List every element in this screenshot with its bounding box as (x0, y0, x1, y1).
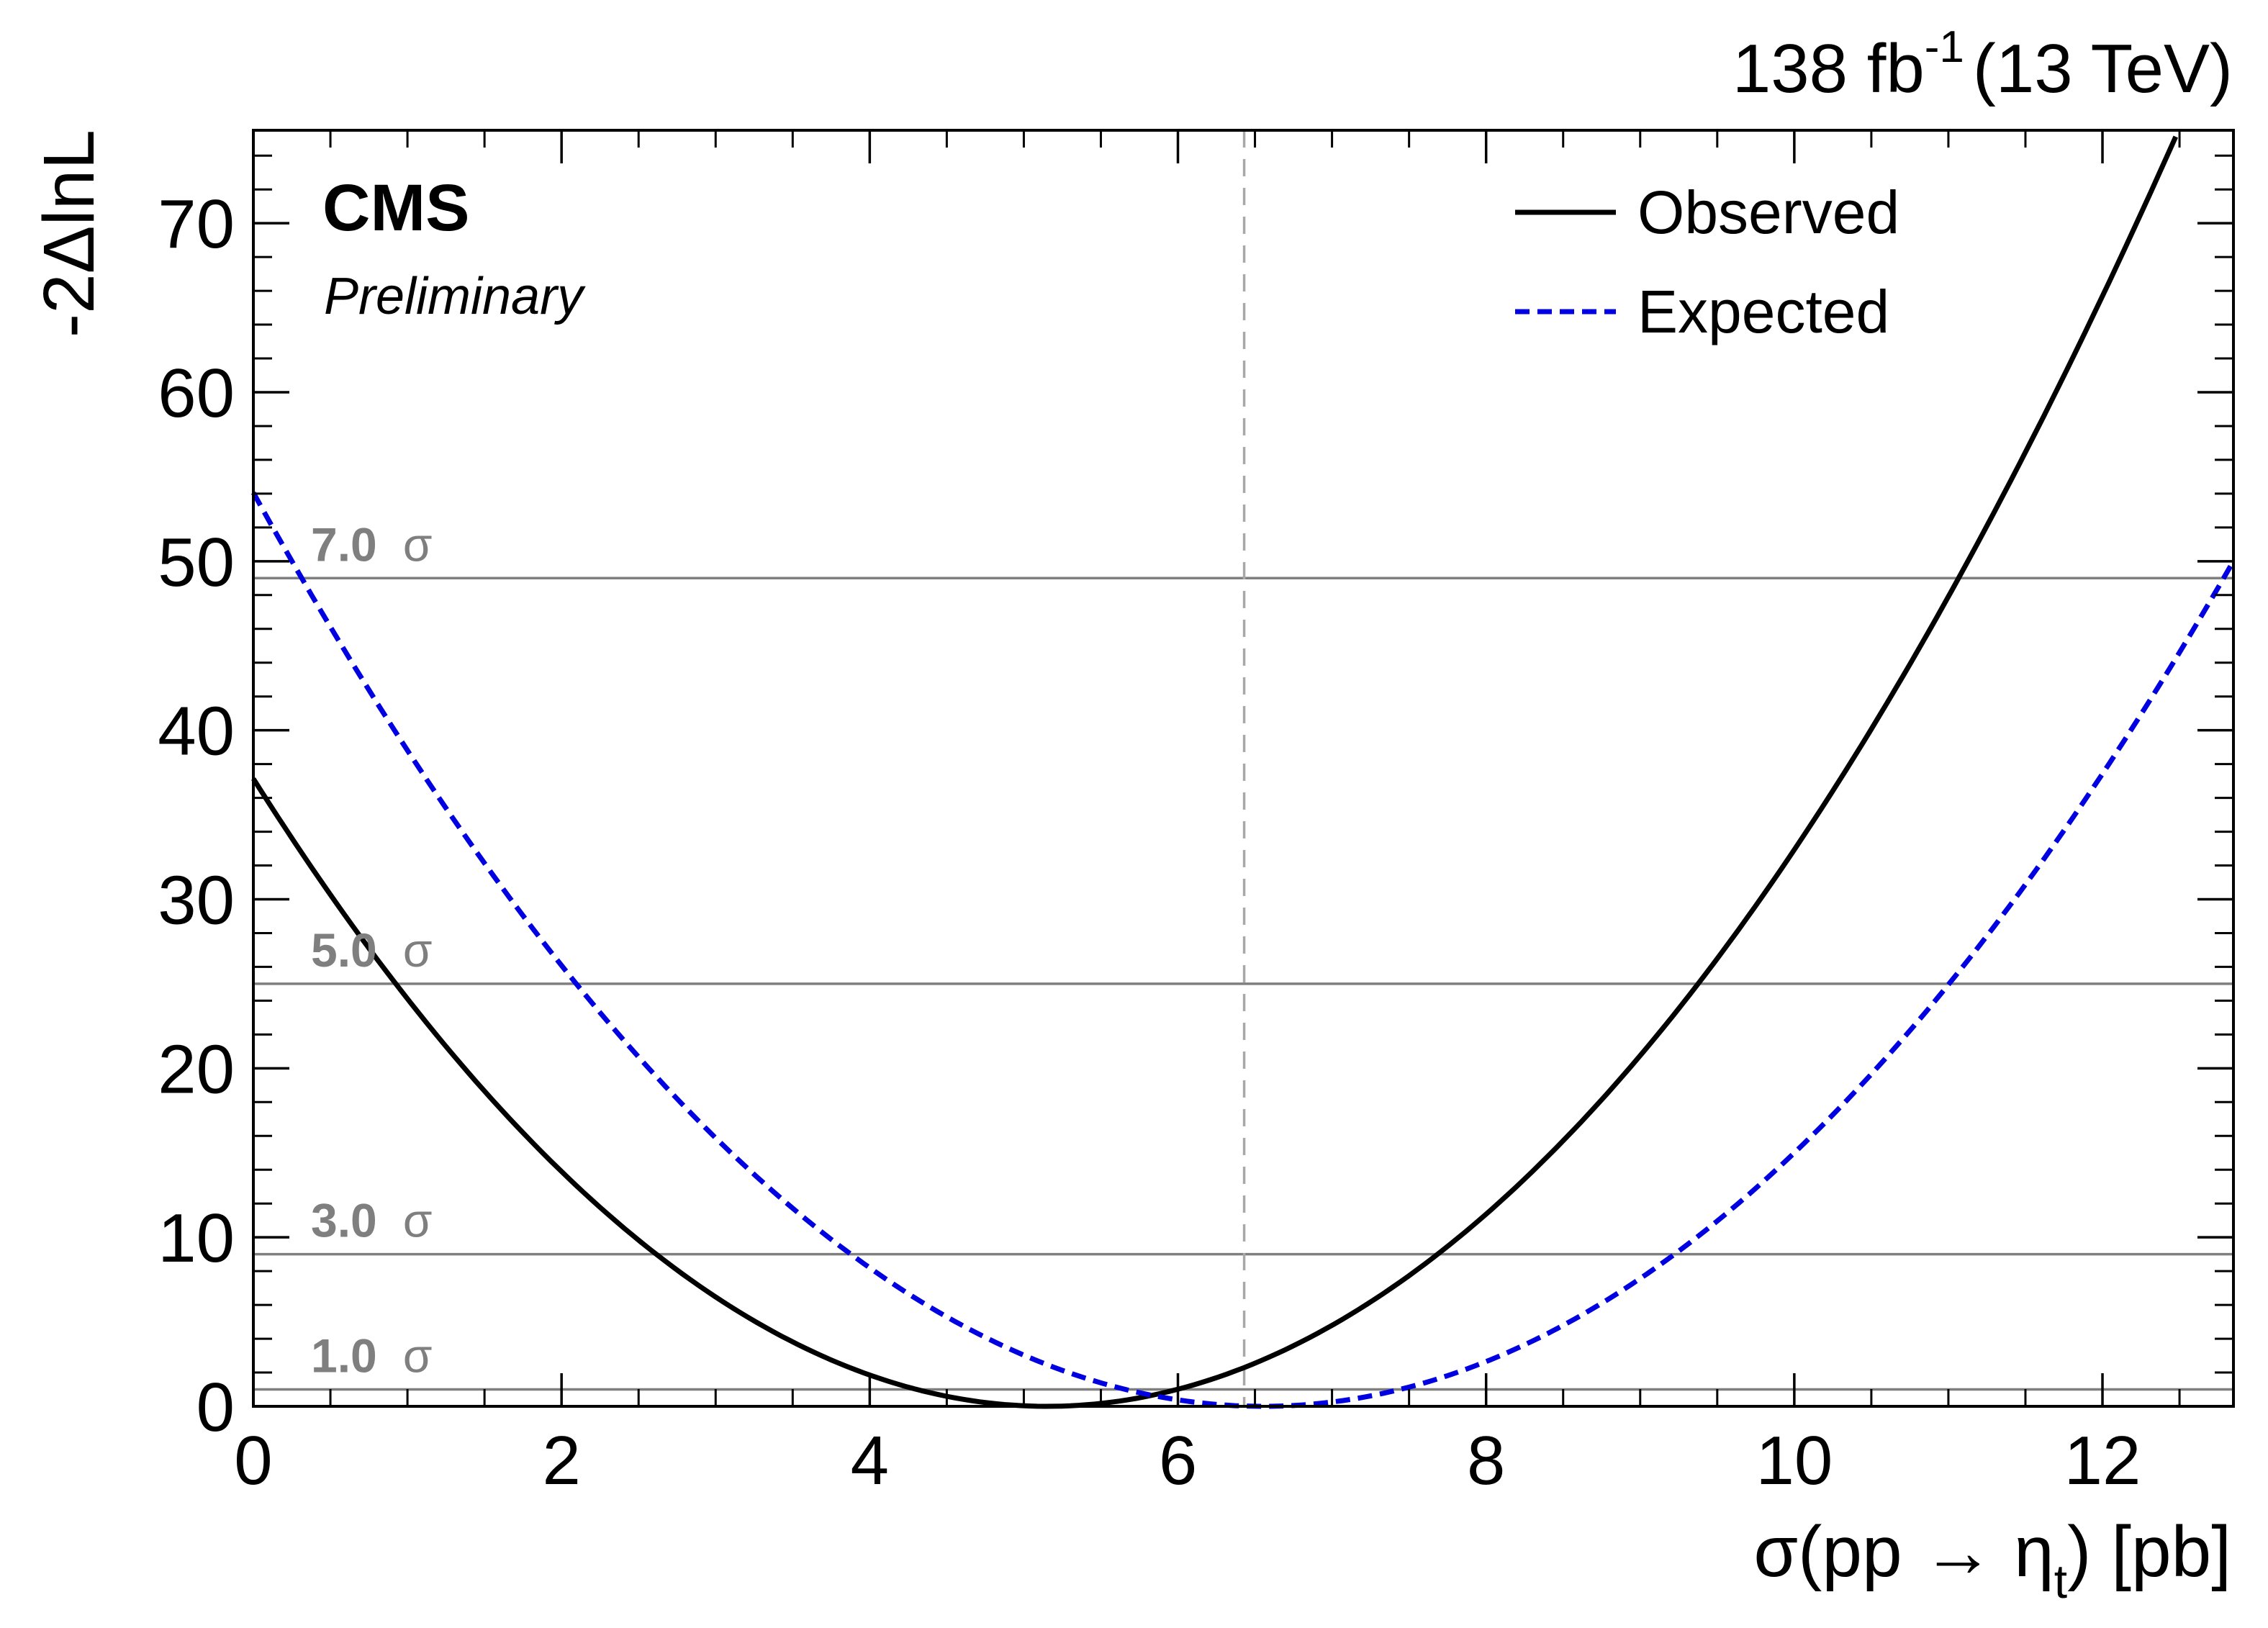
y-axis-title: -2ΔlnL (29, 130, 109, 338)
series-line-observed (251, 135, 2178, 1409)
legend: Observed Expected (1515, 178, 1899, 345)
y-tick-label: 70 (158, 186, 235, 263)
plot-frame (252, 129, 2235, 1408)
lumi-label: 138 fb-1 (13 TeV) (1732, 22, 2233, 107)
legend-observed-label: Observed (1637, 178, 1899, 246)
y-tick-label: 50 (158, 524, 235, 601)
x-tick-label: 12 (2064, 1422, 2141, 1499)
sigma-label-1.0: 1.0 σ (311, 1329, 432, 1383)
sigma-label-symbol: σ (403, 923, 433, 977)
series-group (250, 135, 2236, 1409)
y-tick-label: 30 (158, 862, 235, 939)
y-tick-label: 20 (158, 1031, 235, 1108)
axis-ticks (252, 130, 2233, 1408)
cms-label: CMS (322, 171, 469, 245)
y-tick-label: 40 (158, 693, 235, 770)
x-axis-title: σ(pp → ηt) [pb] (1753, 1511, 2231, 1608)
sigma-label-symbol: σ (403, 517, 433, 571)
axis-tick-labels: 0 2 4 6 8 10 12 0 10 20 30 40 50 60 70 (158, 186, 2141, 1499)
sigma-label-value: 1.0 (311, 1329, 377, 1383)
x-tick-label: 10 (1756, 1422, 1833, 1499)
sigma-label-symbol: σ (403, 1329, 433, 1383)
y-tick-label: 10 (158, 1200, 235, 1277)
sigma-label-3.0: 3.0 σ (311, 1194, 432, 1247)
sigma-label-value: 3.0 (311, 1194, 377, 1247)
sigma-label-symbol: σ (403, 1194, 433, 1247)
lumi-energy: (13 TeV) (1973, 30, 2233, 107)
x-tick-label: 2 (542, 1422, 580, 1499)
x-tick-label: 6 (1159, 1422, 1197, 1499)
x-axis-title-subscript: t (2054, 1555, 2067, 1608)
legend-expected-label: Expected (1637, 278, 1889, 345)
sigma-label-7.0: 7.0 σ (311, 517, 432, 571)
y-tick-label: 0 (196, 1369, 235, 1446)
sigma-label-5.0: 5.0 σ (311, 923, 432, 977)
x-tick-label: 0 (234, 1422, 272, 1499)
y-tick-label: 60 (158, 355, 235, 432)
x-axis-title-main: σ(pp → η (1753, 1511, 2054, 1592)
sigma-labels: 1.0 σ 3.0 σ 5.0 σ 7.0 σ (311, 517, 432, 1382)
sigma-label-value: 5.0 (311, 923, 377, 977)
sigma-label-value: 7.0 (311, 517, 377, 571)
x-axis-title-tail: ) [pb] (2067, 1511, 2231, 1592)
x-tick-label: 4 (851, 1422, 889, 1499)
lumi-exponent: -1 (1925, 22, 1964, 72)
x-tick-label: 8 (1467, 1422, 1505, 1499)
preliminary-label: Preliminary (324, 268, 586, 325)
lumi-value: 138 fb (1732, 30, 1925, 107)
